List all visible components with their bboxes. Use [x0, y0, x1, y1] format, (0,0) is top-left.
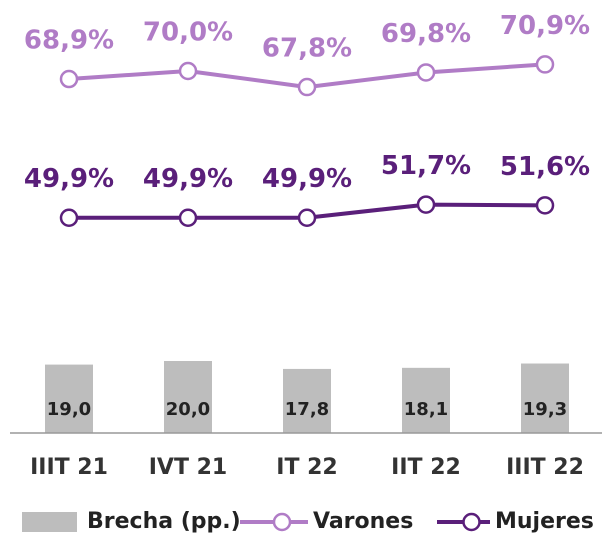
data-label: 70,9% [500, 11, 590, 41]
x-tick-label: IIIT 22 [506, 455, 584, 480]
data-label: 49,9% [143, 164, 233, 194]
legend-label: Varones [313, 509, 413, 534]
bar [521, 363, 569, 433]
point [297, 208, 317, 227]
data-label: 51,7% [381, 151, 471, 181]
data-label: 70,0% [143, 18, 233, 48]
x-tick-label: IIT 22 [391, 455, 461, 480]
data-label: 49,9% [24, 164, 114, 194]
point [59, 69, 79, 89]
point [178, 61, 198, 81]
data-label: 51,6% [500, 152, 590, 182]
point [416, 195, 436, 214]
x-tick-label: IVT 21 [149, 455, 228, 480]
bar-label: 19,0 [47, 399, 91, 420]
data-label: 49,9% [262, 164, 352, 194]
bar-label: 17,8 [285, 399, 329, 420]
point [416, 63, 436, 82]
data-label: 68,9% [24, 26, 114, 56]
bar-label: 19,3 [523, 399, 567, 420]
point [59, 208, 79, 227]
legend-label: Brecha (pp.) [87, 509, 241, 534]
bar-label: 18,1 [404, 399, 448, 420]
legend-swatch [462, 512, 481, 532]
bar [402, 367, 450, 433]
point [535, 55, 555, 74]
point [535, 196, 555, 215]
legend-swatch [272, 512, 292, 532]
x-tick-label: IIIT 21 [30, 455, 108, 480]
legend-swatch [22, 512, 77, 532]
point [297, 77, 317, 97]
bar [45, 364, 93, 433]
bar-label: 20,0 [166, 399, 210, 420]
point [178, 208, 198, 227]
x-tick-label: IT 22 [276, 455, 337, 480]
bar [164, 361, 212, 433]
legend-label: Mujeres [495, 509, 594, 534]
bar [283, 368, 331, 433]
data-label: 69,8% [381, 19, 471, 49]
data-label: 67,8% [262, 34, 352, 64]
